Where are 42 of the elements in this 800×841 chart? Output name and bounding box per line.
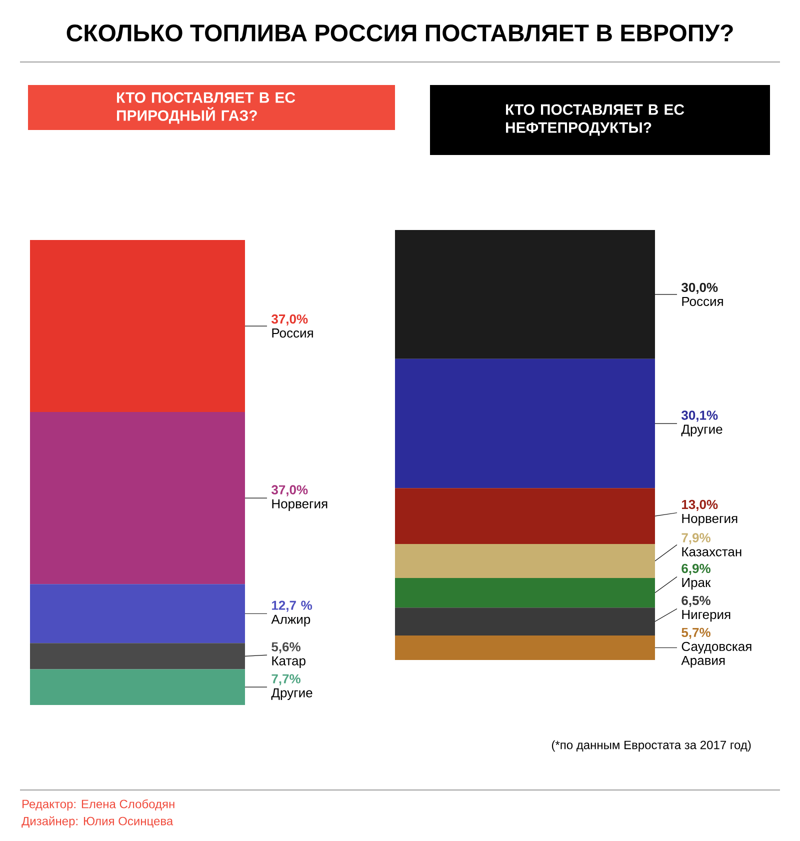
text: Ирак	[682, 578, 711, 590]
bar	[394, 636, 655, 660]
bar	[30, 669, 245, 705]
bar	[394, 608, 655, 636]
data-label: 7,9%	[682, 533, 710, 544]
text: Катар	[272, 656, 306, 668]
text: Редактор: Елена Слободян	[22, 799, 174, 811]
text: Норвегия	[272, 499, 328, 511]
text: (*по данным Евростата за 2017 год)	[552, 740, 751, 752]
chart-subtitle: КТО ПОСТАВЛЯЕТ В ЕС ПРИРОДНЫЙ ГАЗ?	[117, 92, 296, 124]
bar	[30, 584, 245, 644]
data-label: 13,0%	[682, 500, 718, 511]
text: Саудовская Аравия	[681, 642, 752, 668]
bar	[394, 488, 655, 544]
data-label: 37,0%	[271, 314, 308, 326]
bar	[394, 358, 655, 488]
text: Дизайнер: Юлия Осинцева	[22, 816, 174, 828]
data-label: 37,0%	[271, 485, 308, 496]
text: Другие	[271, 688, 312, 700]
data-label: 6,9%	[682, 564, 710, 575]
text: Алжир	[271, 614, 310, 627]
bar	[394, 578, 655, 608]
text: Казахстан	[682, 547, 742, 556]
bar	[394, 230, 655, 359]
text: Другие	[681, 424, 722, 436]
text: Норвегия	[682, 514, 738, 526]
chart-title: КТО ПОСТАВЛЯЕТ В ЕС НЕФТЕПРОДУКТЫ?	[506, 104, 684, 136]
data-label: 30,0%	[681, 282, 718, 294]
bar	[30, 412, 245, 584]
text: Россия	[272, 328, 313, 338]
text: Россия	[682, 296, 723, 306]
data-label: 12,7 %	[272, 600, 312, 612]
text: СКОЛЬКО ТОПЛИВА РОССИЯ ПОСТАВЛЯЕТ В ЕВРОПУ?	[66, 24, 733, 42]
text: Нигерия	[682, 610, 730, 622]
data-label: 5,6%	[272, 642, 300, 654]
data-label: 6,5%	[682, 596, 710, 607]
data-label: 5,7%	[682, 628, 710, 639]
data-label: 30,1%	[681, 410, 718, 422]
bar	[30, 240, 245, 412]
bar	[394, 544, 655, 578]
bar	[30, 643, 245, 670]
data-label: 7,7%	[272, 674, 300, 686]
